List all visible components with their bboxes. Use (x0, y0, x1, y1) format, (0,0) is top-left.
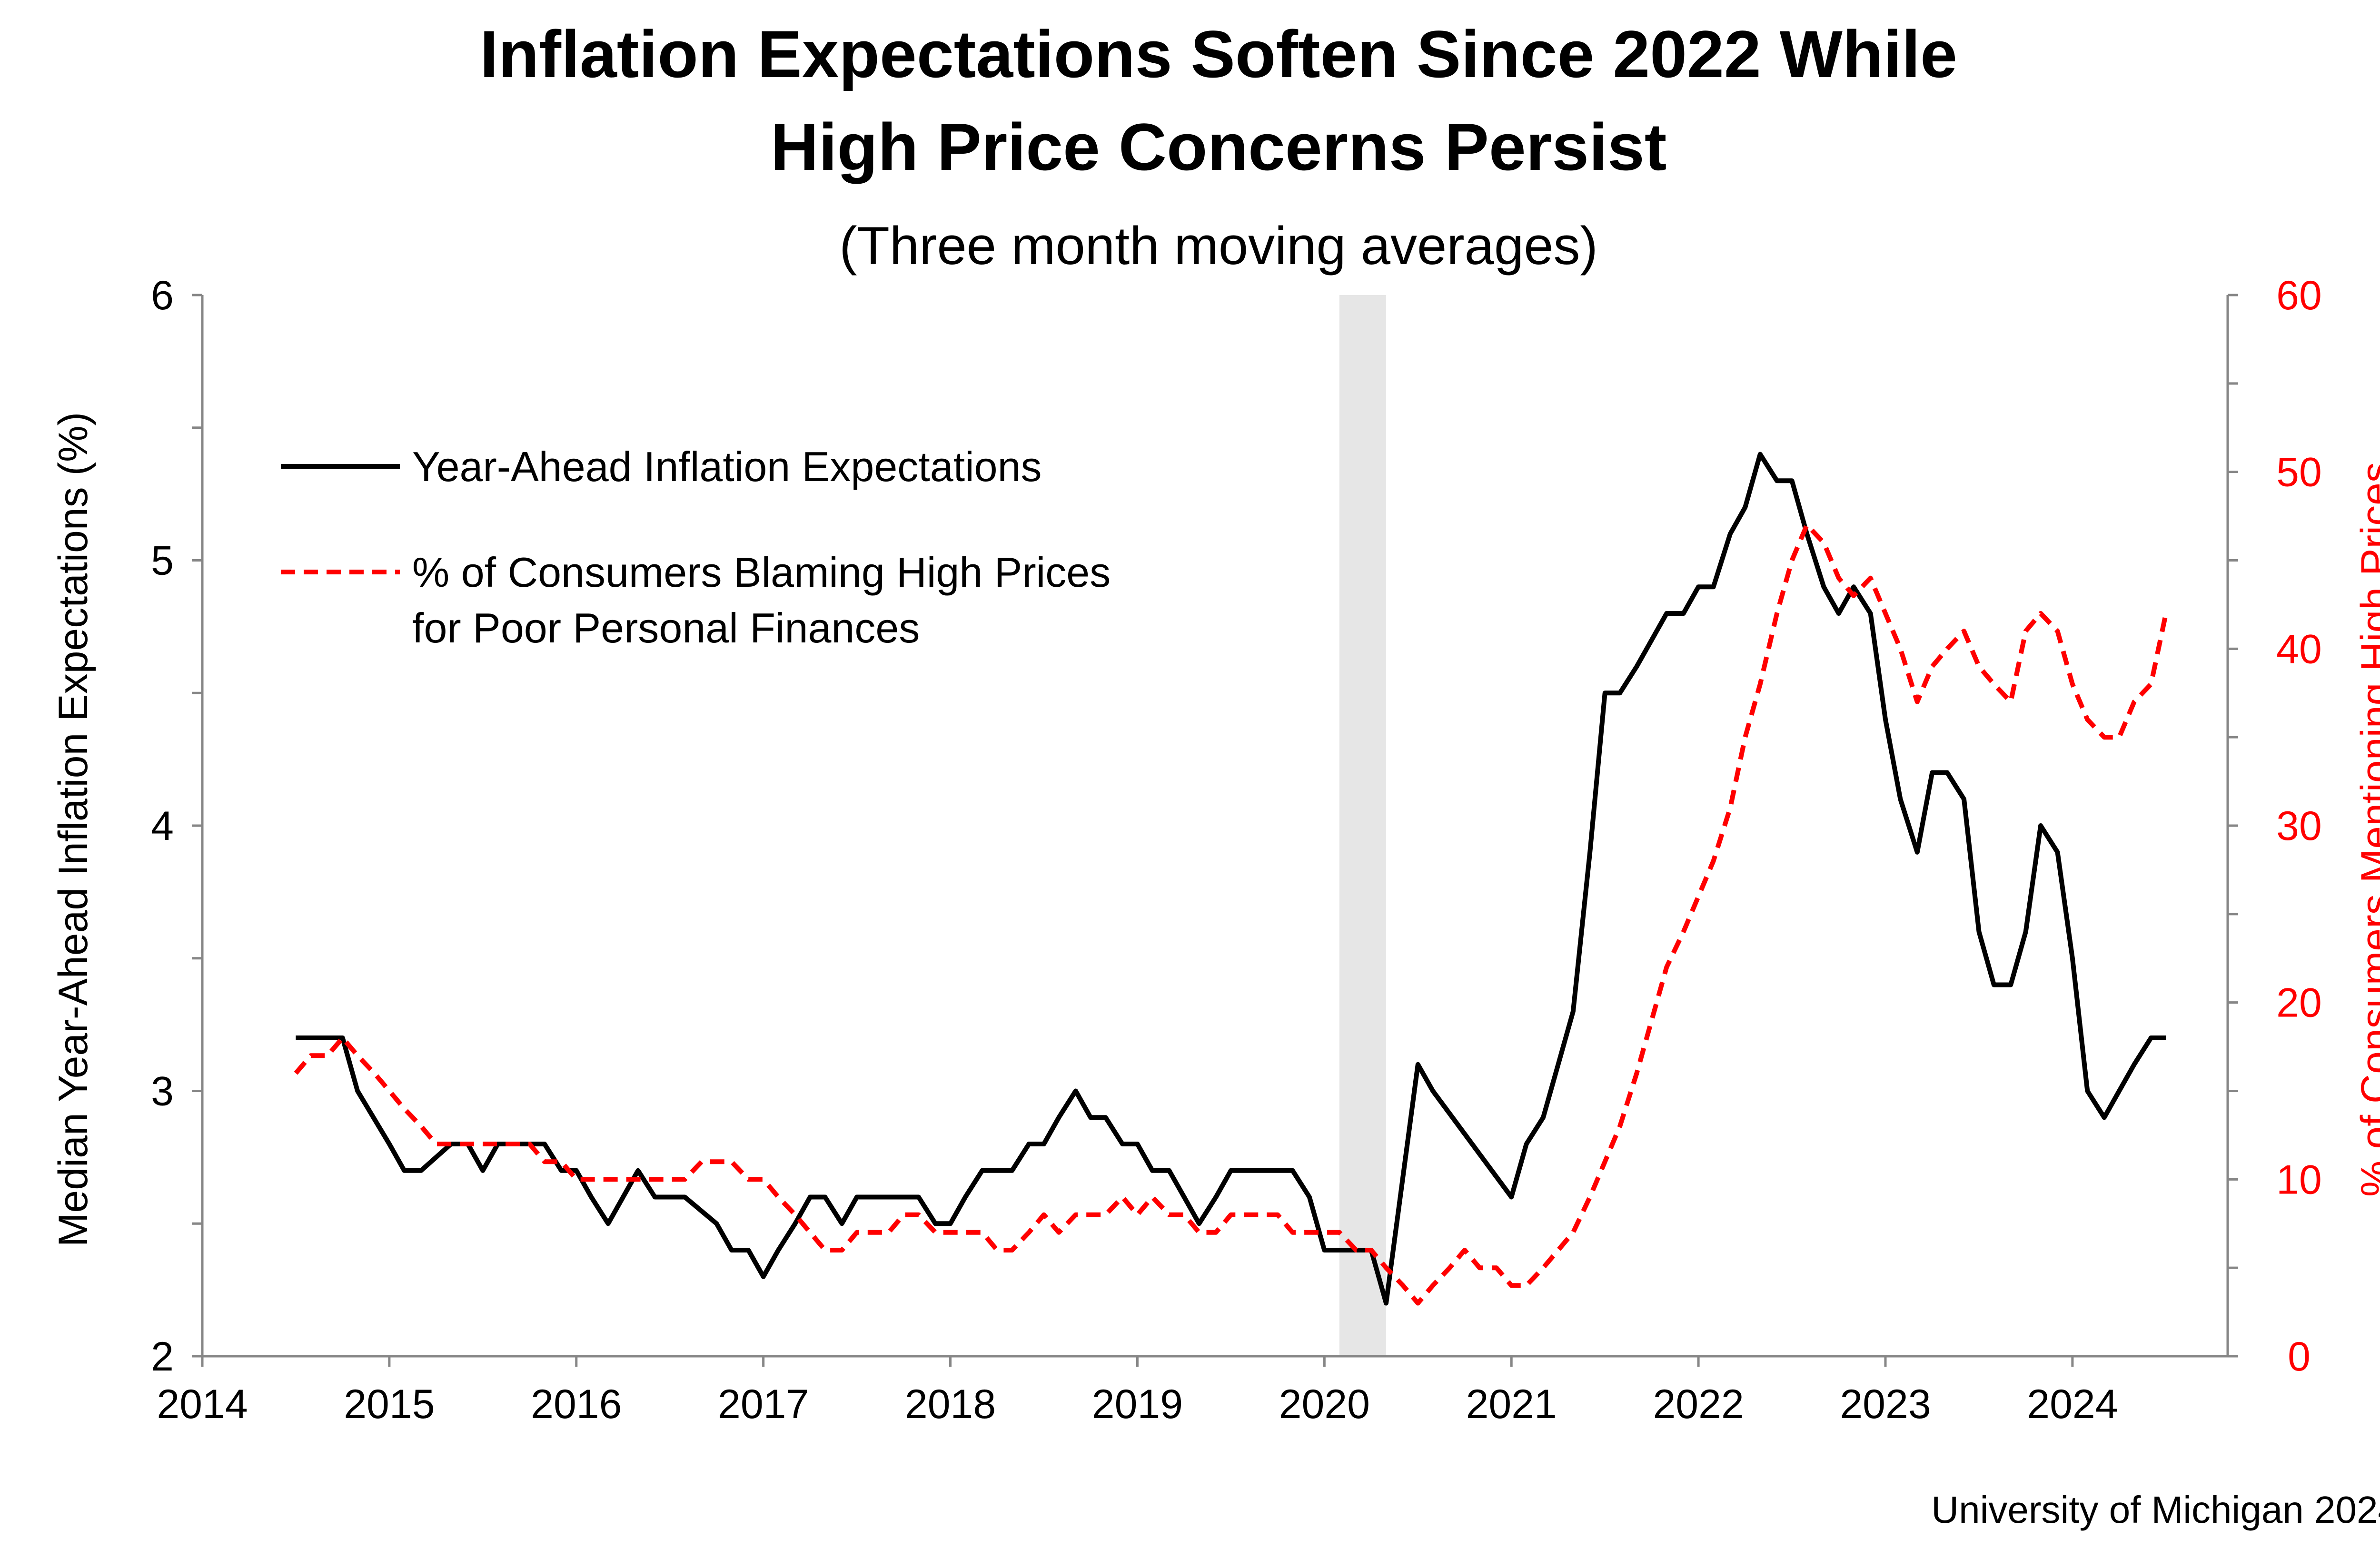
x-tick-label: 2021 (1466, 1381, 1557, 1427)
axes: 2014 2015 2016 2017 2018 2019 2020 2021 2022 2023… (151, 273, 2322, 1427)
recession-band (1339, 295, 1386, 1356)
left-axis-label: Median Year-Ahead Inflation Expectations… (50, 412, 96, 1247)
plot-area (294, 295, 2169, 1356)
right-tick-label: 50 (2276, 450, 2322, 495)
x-tick-label: 2023 (1840, 1381, 1931, 1427)
x-tick-label: 2022 (1653, 1381, 1744, 1427)
chart-subtitle: (Three month moving averages) (839, 216, 1598, 276)
x-tick-label: 2016 (531, 1381, 622, 1427)
series-line-inflation-expectations (296, 452, 2166, 1306)
chart-title-line-2: High Price Concerns Persist (771, 109, 1667, 184)
x-tick-label: 2019 (1092, 1381, 1183, 1427)
left-tick-label: 2 (151, 1334, 174, 1380)
series-line-high-prices (294, 523, 2169, 1306)
right-tick-label: 20 (2276, 980, 2322, 1026)
chart-title-line-1: Inflation Expectations Soften Since 2022… (480, 17, 1957, 91)
left-tick-label: 3 (151, 1069, 174, 1114)
x-tick-label: 2014 (157, 1381, 248, 1427)
x-tick-label: 2024 (2027, 1381, 2118, 1427)
left-tick-label: 5 (151, 538, 174, 584)
legend-label-high-prices-2: for Poor Personal Finances (412, 604, 920, 651)
right-tick-label: 0 (2288, 1334, 2311, 1380)
x-tick-label: 2018 (905, 1381, 996, 1427)
legend-label-high-prices-1: % of Consumers Blaming High Prices (412, 549, 1111, 596)
source-note: University of Michigan 2024 (1931, 1489, 2380, 1531)
left-tick-label: 4 (151, 803, 174, 849)
legend: Year-Ahead Inflation Expectations % of C… (281, 443, 1111, 651)
x-tick-label: 2020 (1279, 1381, 1370, 1427)
right-axis-label: % of Consumers Mentioning High Prices (2353, 462, 2380, 1197)
left-tick-label: 6 (151, 273, 174, 318)
right-tick-label: 30 (2276, 803, 2322, 849)
legend-label-expectations: Year-Ahead Inflation Expectations (412, 443, 1042, 490)
right-tick-label: 40 (2276, 626, 2322, 672)
x-tick-label: 2015 (344, 1381, 435, 1427)
x-tick-label: 2017 (718, 1381, 809, 1427)
right-tick-label: 10 (2276, 1157, 2322, 1203)
right-tick-label: 60 (2276, 273, 2322, 318)
